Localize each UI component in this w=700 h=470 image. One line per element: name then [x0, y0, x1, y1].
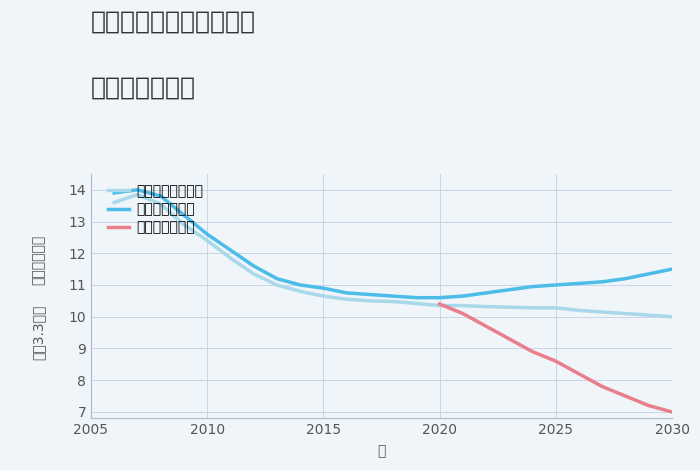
- ノーマルシナリオ: [668, 314, 676, 320]
- ノーマルシナリオ: [226, 255, 234, 261]
- ノーマルシナリオ: [552, 305, 560, 311]
- グッドシナリオ: [668, 266, 676, 272]
- バッドシナリオ: [622, 393, 630, 399]
- グッドシナリオ: [249, 263, 258, 269]
- ノーマルシナリオ: [110, 200, 118, 205]
- バッドシナリオ: [552, 358, 560, 364]
- グッドシナリオ: [645, 271, 653, 277]
- ノーマルシナリオ: [458, 303, 467, 308]
- グッドシナリオ: [180, 212, 188, 218]
- ノーマルシナリオ: [645, 313, 653, 318]
- ノーマルシナリオ: [203, 238, 211, 243]
- グッドシナリオ: [365, 292, 374, 298]
- グッドシナリオ: [226, 247, 234, 253]
- グッドシナリオ: [552, 282, 560, 288]
- グッドシナリオ: [435, 295, 444, 300]
- グッドシナリオ: [505, 287, 514, 292]
- バッドシナリオ: [598, 384, 606, 389]
- グッドシナリオ: [528, 284, 537, 290]
- グッドシナリオ: [389, 293, 398, 299]
- ノーマルシナリオ: [528, 305, 537, 311]
- ノーマルシナリオ: [412, 301, 421, 306]
- グッドシナリオ: [319, 285, 328, 291]
- Line: バッドシナリオ: バッドシナリオ: [440, 304, 672, 412]
- Legend: ノーマルシナリオ, グッドシナリオ, バッドシナリオ: ノーマルシナリオ, グッドシナリオ, バッドシナリオ: [103, 179, 209, 240]
- バッドシナリオ: [505, 336, 514, 342]
- ノーマルシナリオ: [435, 303, 444, 308]
- グッドシナリオ: [157, 193, 165, 199]
- グッドシナリオ: [342, 290, 351, 296]
- Text: 三重県津市白山町川口の: 三重県津市白山町川口の: [91, 9, 256, 33]
- X-axis label: 年: 年: [377, 444, 386, 458]
- グッドシナリオ: [296, 282, 304, 288]
- バッドシナリオ: [645, 403, 653, 408]
- ノーマルシナリオ: [365, 298, 374, 304]
- バッドシナリオ: [528, 349, 537, 354]
- Text: 単価（万円）: 単価（万円）: [32, 235, 46, 284]
- ノーマルシナリオ: [598, 309, 606, 315]
- グッドシナリオ: [110, 190, 118, 196]
- グッドシナリオ: [458, 293, 467, 299]
- グッドシナリオ: [575, 281, 583, 286]
- グッドシナリオ: [273, 276, 281, 282]
- ノーマルシナリオ: [296, 289, 304, 294]
- ノーマルシナリオ: [575, 307, 583, 313]
- バッドシナリオ: [575, 371, 583, 376]
- ノーマルシナリオ: [389, 298, 398, 304]
- バッドシナリオ: [668, 409, 676, 415]
- グッドシナリオ: [412, 295, 421, 300]
- ノーマルシナリオ: [249, 271, 258, 277]
- グッドシナリオ: [598, 279, 606, 285]
- ノーマルシナリオ: [157, 201, 165, 207]
- ノーマルシナリオ: [505, 305, 514, 310]
- ノーマルシナリオ: [319, 293, 328, 299]
- グッドシナリオ: [133, 187, 141, 193]
- バッドシナリオ: [482, 323, 490, 329]
- ノーマルシナリオ: [273, 282, 281, 288]
- ノーマルシナリオ: [133, 192, 141, 197]
- Line: ノーマルシナリオ: ノーマルシナリオ: [114, 195, 672, 317]
- グッドシナリオ: [482, 290, 490, 296]
- Text: 土地の価格推移: 土地の価格推移: [91, 75, 196, 99]
- グッドシナリオ: [622, 276, 630, 282]
- Text: 坪（3.3㎡）: 坪（3.3㎡）: [32, 305, 46, 360]
- バッドシナリオ: [435, 301, 444, 307]
- ノーマルシナリオ: [482, 304, 490, 309]
- ノーマルシナリオ: [342, 297, 351, 302]
- グッドシナリオ: [203, 231, 211, 237]
- ノーマルシナリオ: [180, 222, 188, 227]
- ノーマルシナリオ: [622, 311, 630, 316]
- Line: グッドシナリオ: グッドシナリオ: [114, 190, 672, 298]
- バッドシナリオ: [458, 311, 467, 316]
